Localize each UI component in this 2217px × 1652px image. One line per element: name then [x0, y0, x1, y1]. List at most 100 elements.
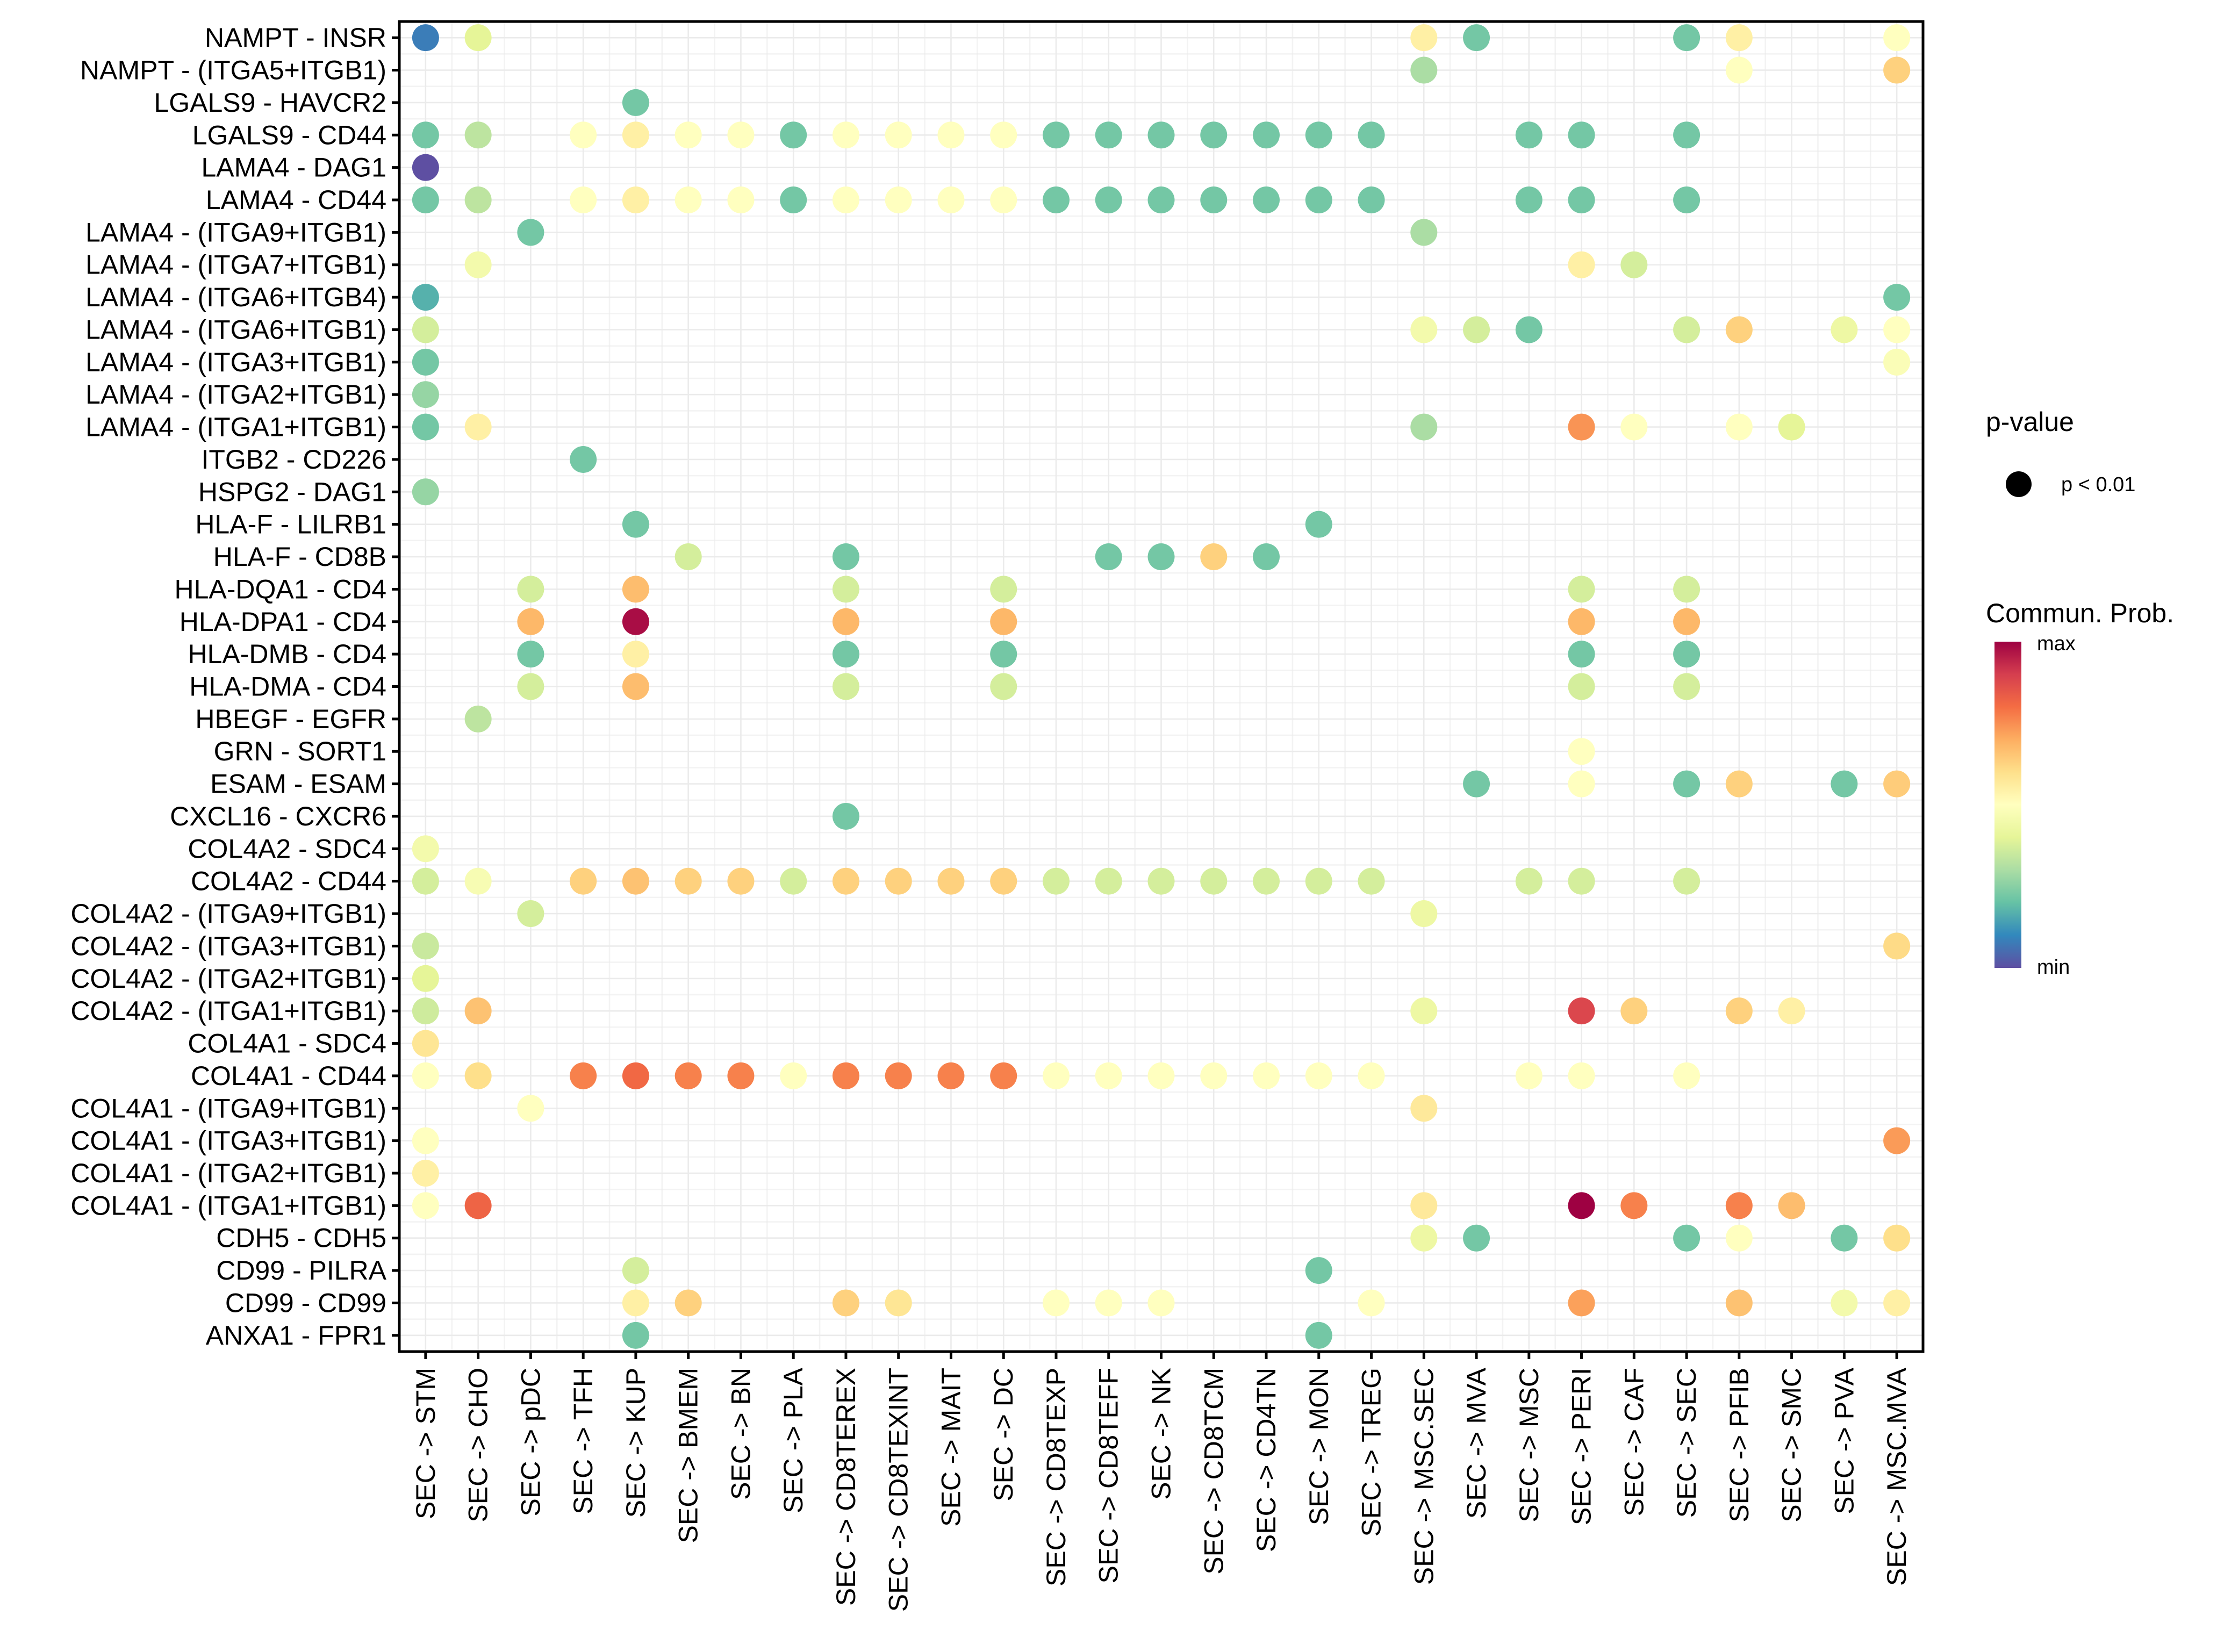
- colorbar-min-label: min: [2037, 956, 2070, 979]
- data-point: [464, 186, 492, 214]
- x-tick-label: SEC -> KUP: [621, 1368, 651, 1518]
- data-point: [412, 1159, 439, 1187]
- y-tick-label: NAMPT - INSR: [205, 23, 386, 53]
- data-point: [780, 121, 807, 149]
- x-tick-label: SEC -> CD8TEXP: [1041, 1368, 1071, 1586]
- data-point: [412, 381, 439, 408]
- data-point: [412, 121, 439, 149]
- x-tick-label: SEC -> PERI: [1567, 1368, 1597, 1525]
- data-point: [1253, 543, 1280, 571]
- data-point: [1253, 121, 1280, 149]
- y-tick-label: LGALS9 - CD44: [192, 120, 386, 150]
- y-tick-label: COL4A1 - (ITGA1+ITGB1): [70, 1190, 386, 1220]
- data-point: [464, 24, 492, 52]
- x-tick-label: SEC -> SEC: [1671, 1368, 1702, 1518]
- data-point: [1463, 24, 1490, 52]
- data-point: [990, 608, 1017, 635]
- data-point: [412, 965, 439, 992]
- data-point: [780, 186, 807, 214]
- y-tick-label: LAMA4 - (ITGA6+ITGB4): [85, 282, 386, 312]
- x-tick-label: SEC -> MSC.MVA: [1882, 1367, 1912, 1586]
- data-point: [1463, 1224, 1490, 1252]
- data-point: [464, 705, 492, 732]
- legend-colorbar-title: Commun. Prob.: [1986, 598, 2174, 628]
- data-point: [1042, 1289, 1070, 1317]
- data-point: [1725, 56, 1753, 84]
- data-point: [1883, 1127, 1911, 1154]
- data-point: [464, 251, 492, 278]
- data-point: [622, 1062, 649, 1089]
- data-point: [412, 1062, 439, 1089]
- data-point: [1147, 186, 1175, 214]
- data-point: [1200, 186, 1228, 214]
- y-tick-label: HLA-DMB - CD4: [188, 639, 386, 669]
- data-point: [412, 478, 439, 506]
- data-point: [1568, 251, 1595, 278]
- x-tick-label: SEC -> PFIB: [1724, 1368, 1754, 1522]
- x-tick-label: SEC -> CD4TN: [1251, 1368, 1281, 1552]
- data-point: [1673, 24, 1701, 52]
- data-point: [885, 121, 912, 149]
- data-point: [1568, 770, 1595, 798]
- data-point: [622, 1289, 649, 1317]
- legend-colorbar: Commun. Prob. max min: [1986, 598, 2174, 979]
- y-tick-label: LAMA4 - (ITGA3+ITGB1): [85, 347, 386, 377]
- data-point: [1568, 867, 1595, 895]
- data-point: [1673, 770, 1701, 798]
- data-point: [1831, 316, 1858, 343]
- data-point: [412, 932, 439, 960]
- y-tick-label: HLA-DMA - CD4: [189, 672, 386, 702]
- data-point: [675, 186, 702, 214]
- data-point: [1515, 316, 1542, 343]
- data-point: [832, 608, 859, 635]
- data-point: [1515, 121, 1542, 149]
- data-point: [412, 24, 439, 52]
- x-tick-label: SEC -> STM: [411, 1368, 441, 1519]
- data-point: [464, 997, 492, 1025]
- data-point: [1673, 1224, 1701, 1252]
- data-point: [990, 673, 1017, 700]
- x-tick-label: SEC -> SMC: [1777, 1368, 1807, 1522]
- data-point: [1568, 1289, 1595, 1317]
- data-point: [832, 1289, 859, 1317]
- data-point: [1725, 1224, 1753, 1252]
- data-point: [1568, 673, 1595, 700]
- data-point: [1042, 867, 1070, 895]
- data-point: [1568, 1062, 1595, 1089]
- data-point: [1305, 511, 1332, 538]
- data-point: [1883, 1224, 1911, 1252]
- data-point: [1831, 1289, 1858, 1317]
- data-point: [412, 867, 439, 895]
- y-tick-label: COL4A2 - (ITGA3+ITGB1): [70, 931, 386, 961]
- x-axis: SEC -> STM SEC -> CHO SEC -> pDC SEC -> TFH…: [411, 1352, 1912, 1612]
- data-point: [1147, 543, 1175, 571]
- x-tick-label: SEC -> MVA: [1461, 1367, 1491, 1519]
- y-tick-label: HBEGF - EGFR: [195, 704, 386, 734]
- grid-lines: [398, 20, 1924, 1353]
- data-point: [1042, 121, 1070, 149]
- data-point: [1778, 1192, 1805, 1219]
- y-tick-label: CD99 - CD99: [225, 1288, 386, 1318]
- data-point: [1883, 770, 1911, 798]
- data-point: [1042, 1062, 1070, 1089]
- y-tick-label: HLA-DQA1 - CD4: [174, 574, 386, 604]
- data-point: [937, 186, 965, 214]
- data-point: [1620, 1192, 1648, 1219]
- data-point: [727, 186, 755, 214]
- data-point: [1515, 186, 1542, 214]
- data-point: [1358, 867, 1385, 895]
- y-tick-label: ITGB2 - CD226: [201, 444, 386, 475]
- data-point: [464, 121, 492, 149]
- data-point: [1147, 867, 1175, 895]
- data-point: [570, 867, 597, 895]
- data-point: [570, 446, 597, 473]
- data-point: [412, 186, 439, 214]
- data-point: [1620, 251, 1648, 278]
- data-point: [1568, 413, 1595, 441]
- y-tick-label: LAMA4 - CD44: [206, 185, 386, 215]
- y-tick-label: CXCL16 - CXCR6: [170, 801, 386, 831]
- data-point: [832, 673, 859, 700]
- data-point: [832, 802, 859, 830]
- data-point: [780, 867, 807, 895]
